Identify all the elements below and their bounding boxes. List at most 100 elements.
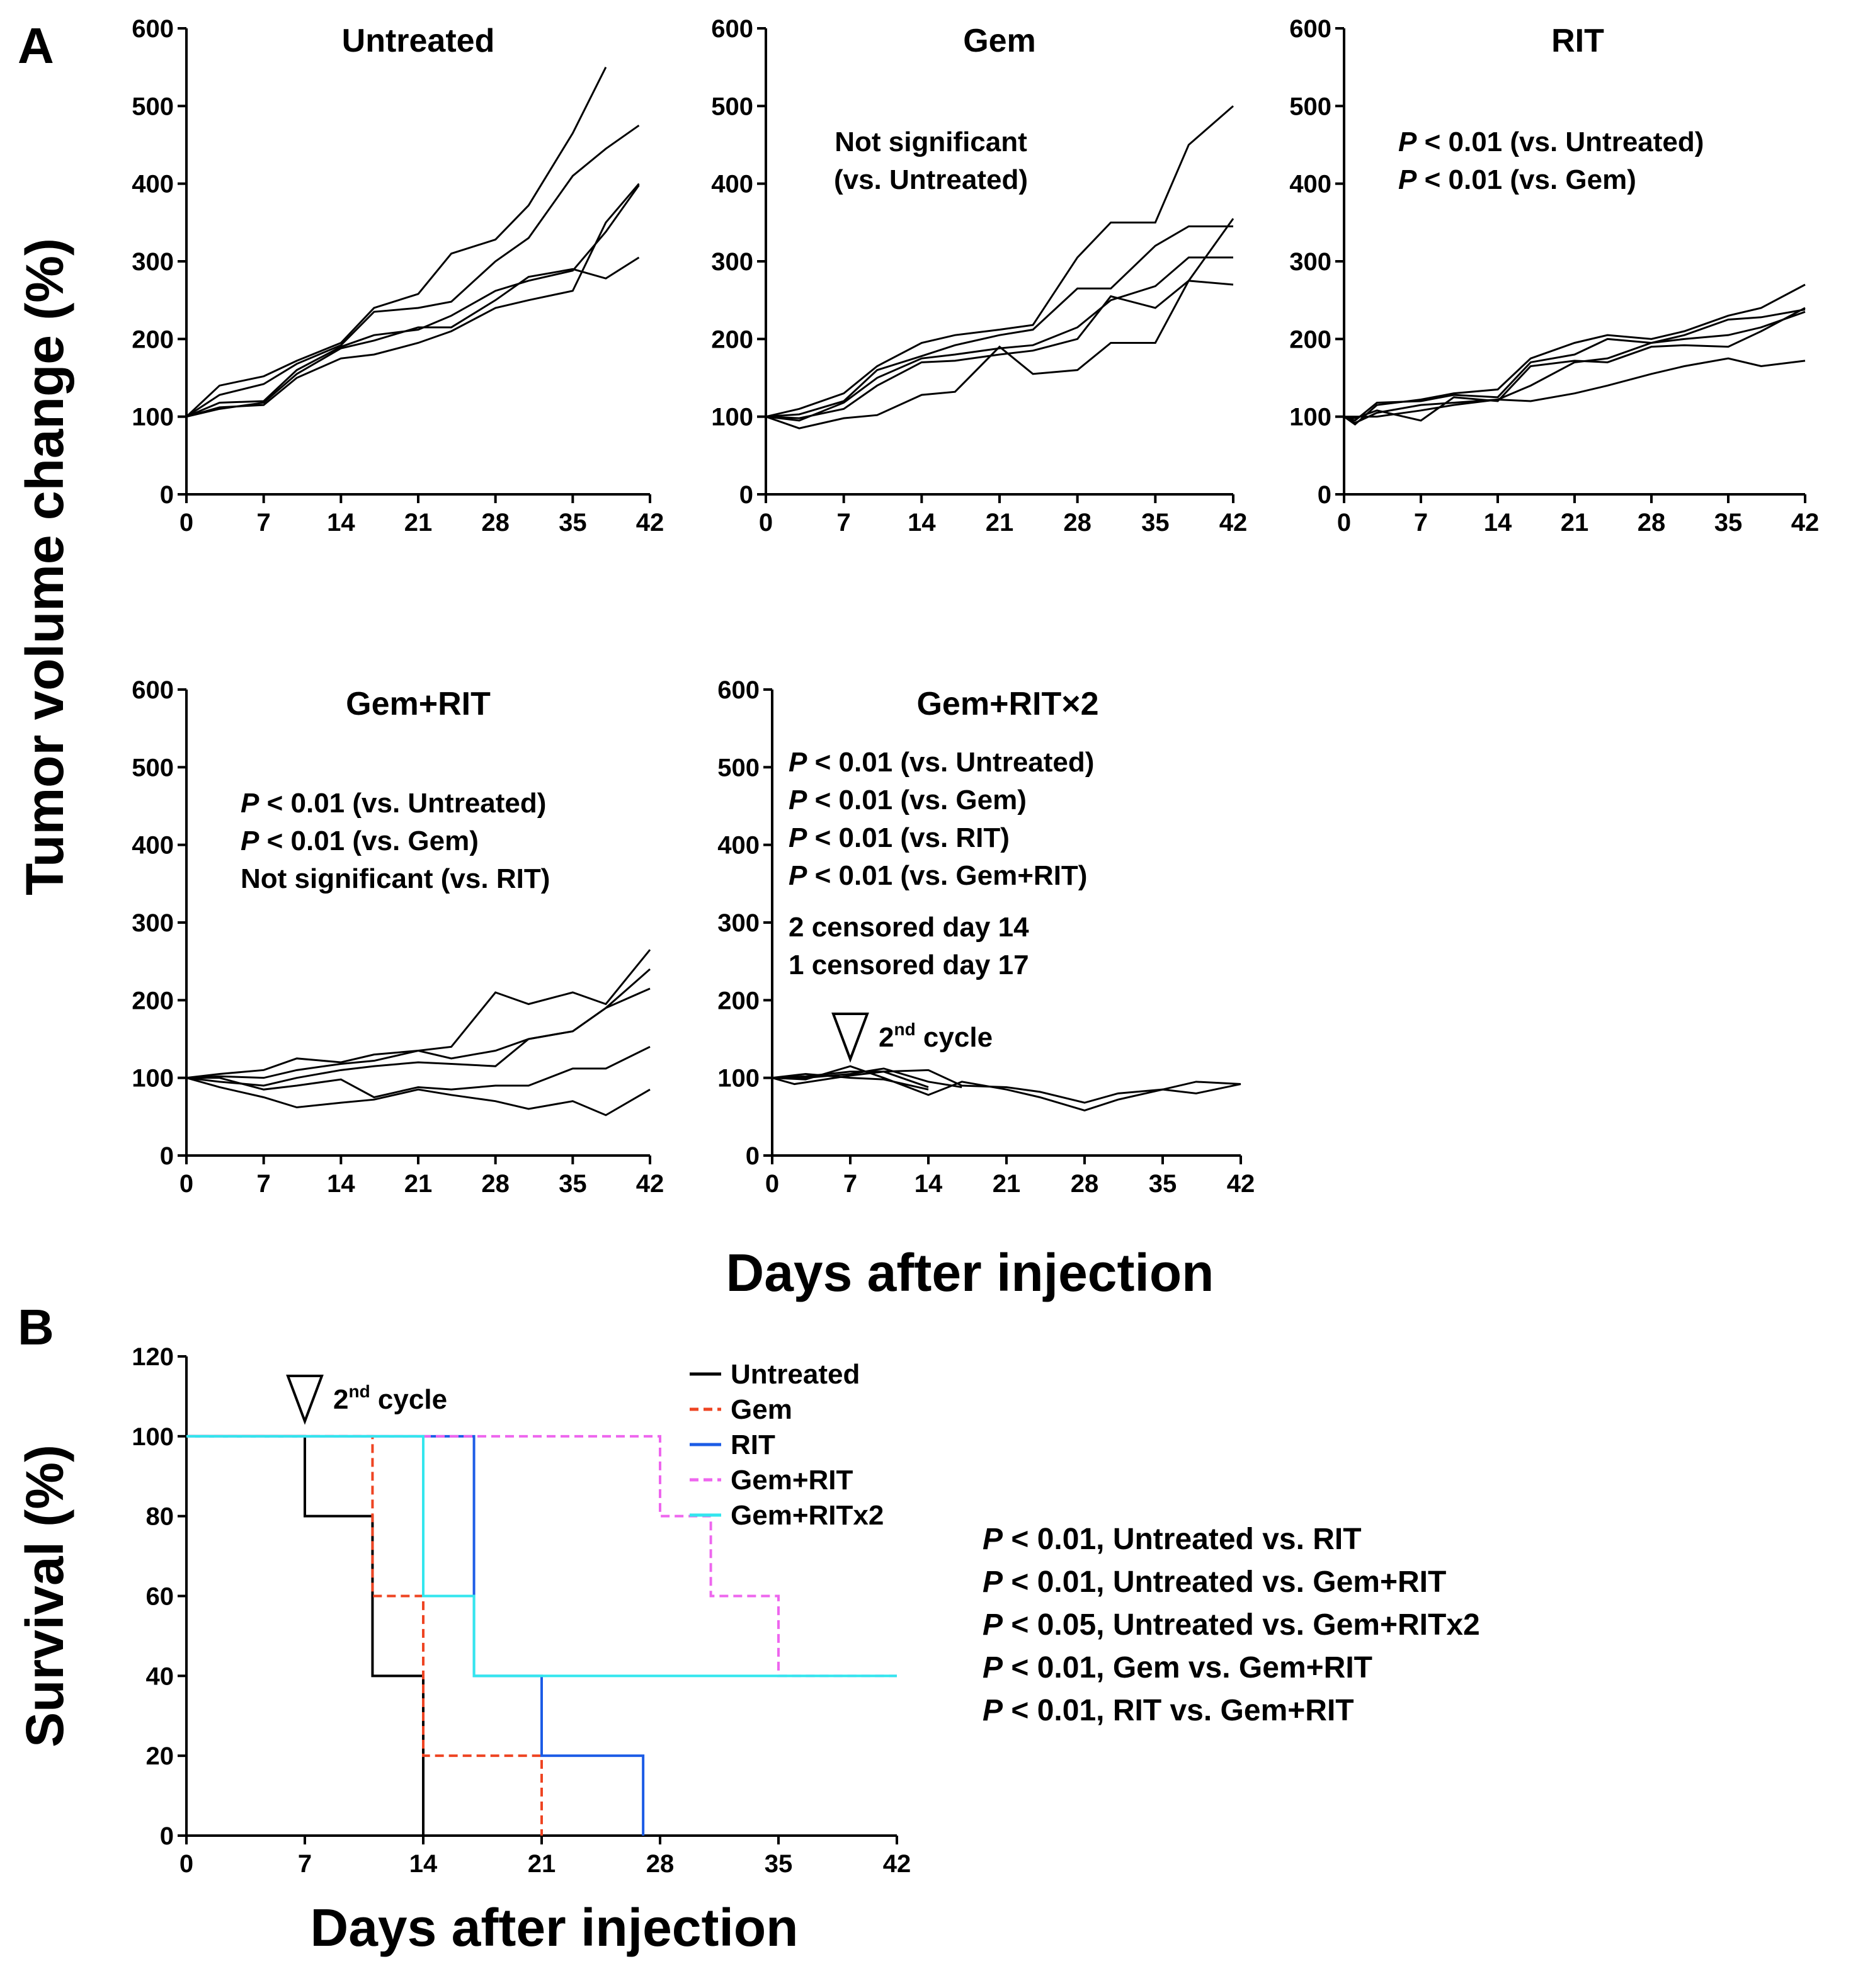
x-tick-label: 21 [528,1850,556,1878]
stat-p: P [983,1694,1003,1727]
y-tick-label: 100 [132,1065,174,1093]
annotation-text: < 0.01 (vs. Untreated) [1416,127,1704,157]
chart-title: Gem+RIT [346,686,491,722]
stat-text: < 0.01, Untreated vs. RIT [1003,1523,1362,1556]
x-tick-label: 7 [837,509,851,537]
x-tick-label: 14 [327,1170,355,1198]
y-tick-label: 500 [132,93,174,120]
annotation: P < 0.01 (vs. Gem) [789,785,1027,815]
x-tick-label: 35 [559,1170,587,1198]
annotation-text: < 0.01 (vs. RIT) [807,822,1010,853]
y-tick-label: 200 [1289,326,1331,353]
series-line [1343,310,1806,424]
stat-text: < 0.01, RIT vs. Gem+RIT [1003,1694,1354,1727]
y-tick-label: 600 [132,15,174,43]
series-line [772,1072,929,1091]
annotation-p: P [1398,127,1417,157]
annotation-text: Not significant [835,127,1027,157]
y-tick-label: 400 [1289,171,1331,198]
stat-text: < 0.05, Untreated vs. Gem+RITx2 [1003,1608,1480,1642]
annotation-text: 1 censored day 17 [789,950,1029,980]
x-tick-label: 0 [180,1170,193,1198]
y-tick-label: 400 [132,171,174,198]
stat-text: < 0.01, Untreated vs. Gem+RIT [1003,1565,1446,1599]
annotation: P < 0.01 (vs. Untreated) [241,788,546,819]
annotation: (vs. Untreated) [834,164,1028,195]
series-line [186,1434,425,1836]
x-tick-label: 28 [481,1170,510,1198]
x-tick-label: 28 [1071,1170,1099,1198]
annotation-p: P [1398,164,1417,195]
x-tick-label: 7 [1414,509,1428,537]
x-tick-label: 0 [759,509,773,537]
annotation: Not significant (vs. RIT) [241,863,550,894]
y-tick-label: 600 [717,676,760,704]
y-tick-label: 120 [132,1343,174,1371]
x-tick-label: 35 [559,509,587,537]
series-line [765,256,1233,422]
legend-label: RIT [731,1429,775,1460]
x-tick-label: 14 [1484,509,1512,537]
figure-a-ylabel: Tumor volume change (%) [15,238,74,895]
annotation-text: Not significant (vs. RIT) [241,863,550,894]
x-tick-label: 7 [298,1850,312,1878]
cycle-word: cycle [916,1022,993,1053]
survival-ylabel: Survival (%) [15,1445,74,1747]
annotation: P < 0.01 (vs. RIT) [789,822,1010,853]
legend-label: Gem [731,1394,792,1425]
series-line [765,218,1234,429]
y-tick-label: 0 [739,481,753,509]
y-tick-label: 100 [717,1065,760,1093]
x-tick-label: 35 [1149,1170,1177,1198]
annotation-text: < 0.01 (vs. Gem) [259,826,479,856]
y-tick-label: 500 [711,93,753,120]
annotation-p: P [789,822,807,853]
legend-label: Gem+RITx2 [731,1500,884,1531]
annotation-text: < 0.01 (vs. Gem+RIT) [807,860,1087,891]
y-tick-label: 500 [1289,93,1331,120]
chart-title: Untreated [342,23,495,59]
annotation-text: < 0.01 (vs. Gem) [1416,164,1636,195]
y-tick-label: 0 [1318,481,1331,509]
annotation-text: < 0.01 (vs. Untreated) [807,747,1094,778]
annotation: P < 0.01 (vs. Untreated) [1398,127,1704,157]
y-tick-label: 400 [711,171,753,198]
cycle-label: 2nd cycle [879,1020,993,1053]
panel-label-b: B [18,1299,54,1355]
y-tick-label: 600 [132,676,174,704]
series-line [765,280,1234,419]
x-tick-label: 28 [481,509,510,537]
y-tick-label: 300 [132,909,174,937]
x-tick-label: 35 [1141,509,1170,537]
x-tick-label: 28 [646,1850,675,1878]
x-tick-label: 0 [765,1170,779,1198]
annotation: P < 0.01 (vs. Gem) [1398,164,1636,195]
chart-rit: 0 100 200 300 400 500 600 0 7 14 21 28 35 42 RIT P < 0.… [1289,15,1819,537]
cycle-number: 2 [333,1384,348,1415]
x-tick-label: 0 [1337,509,1351,537]
x-tick-label: 42 [1227,1170,1255,1198]
annotation-p: P [241,788,259,819]
x-tick-label: 28 [1063,509,1091,537]
series-line [1343,307,1806,422]
series-line [186,987,651,1087]
cycle-marker-icon [831,1013,869,1063]
y-tick-label: 0 [746,1142,760,1170]
series-line [186,124,640,417]
x-tick-label: 7 [257,509,271,537]
x-tick-label: 35 [765,1850,793,1878]
cycle-marker-icon [286,1375,324,1425]
x-tick-label: 28 [1638,509,1666,537]
y-tick-label: 300 [1289,248,1331,276]
series-line [765,105,1234,418]
annotation: 2 censored day 14 [789,912,1029,943]
y-tick-label: 40 [146,1662,174,1690]
figure-a-xlabel: Days after injection [726,1243,1214,1302]
y-tick-label: 200 [717,987,760,1014]
y-tick-label: 300 [717,909,760,937]
series-line [186,185,640,418]
series-line [186,1077,651,1116]
annotation: Not significant [835,127,1027,157]
